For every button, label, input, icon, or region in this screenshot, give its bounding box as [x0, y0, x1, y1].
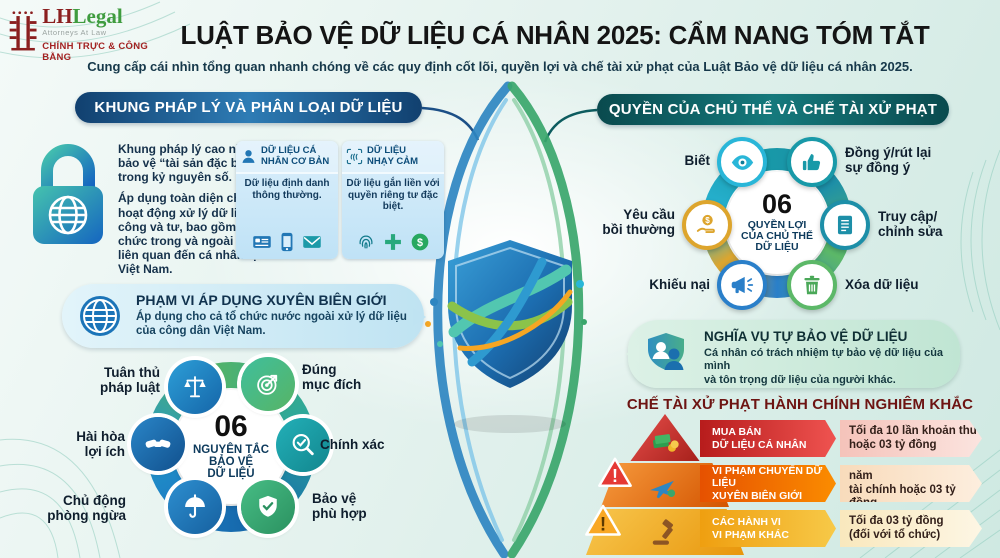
cross-border-scope-bubble: PHẠM VI ÁP DỤNG XUYÊN BIÊN GIỚI Áp dụng …: [62, 284, 426, 348]
megaphone-icon: [731, 276, 754, 294]
card-title: DỮ LIỆU CÁ NHÂN CƠ BẢN: [261, 145, 330, 167]
hand-coin-icon: $: [696, 214, 715, 233]
self-protection-duty-bubble: NGHĨA VỤ TỰ BẢO VỆ DỮ LIỆU Cá nhân có tr…: [626, 320, 960, 388]
rights-center: 06 QUYỀN LỢI CỦA CHỦ THỂ DỮ LIỆU: [726, 172, 828, 274]
principles-label: NGUYÊN TẮC BẢO VỆ DỮ LIỆU: [192, 443, 270, 481]
principle-label-protection: Bảo vệ phù hợp: [312, 491, 367, 521]
thumb-up-icon: [802, 154, 821, 171]
page-subtitle: Cung cấp cái nhìn tổng quan nhanh chóng …: [87, 59, 913, 74]
svg-text:$: $: [417, 237, 423, 249]
principle-label-harmony: Hài hòa lợi ích: [76, 429, 125, 459]
principle-node-purpose: [241, 357, 295, 411]
penalty-row-3-label: CÁC HÀNH VI VI PHẠM KHÁC: [700, 510, 836, 547]
section-header-legal-framework: KHUNG PHÁP LÝ VÀ PHÂN LOẠI DỮ LIỆU: [75, 92, 422, 123]
scope-desc: Áp dụng cho cả tổ chức nước ngoài xử lý …: [136, 311, 407, 337]
section-header-rights-penalties: QUYỀN CỦA CHỦ THỂ VÀ CHẾ TÀI XỬ PHẠT: [597, 94, 949, 125]
logo-tagline: Attorneys At Law: [42, 28, 107, 37]
penalty-row-3-value: Tối đa 03 tỷ đồng (đối với tổ chức): [840, 510, 982, 547]
principle-label-accuracy: Chính xác: [320, 437, 385, 452]
document-icon: [837, 215, 853, 235]
duty-title: NGHĨA VỤ TỰ BẢO VỆ DỮ LIỆU: [704, 329, 908, 344]
airplane-icon: [645, 472, 679, 507]
umbrella-icon: [185, 494, 205, 518]
penalty-row-2-value: Tối đa 5% doanh thu năm tài chính hoặc 0…: [840, 465, 982, 502]
dollar-icon: $: [411, 233, 429, 251]
envelope-icon: [303, 236, 321, 248]
right-node-compensation: $: [682, 200, 732, 250]
target-icon: [257, 374, 278, 395]
card-sensitive-data: DỮ LIỆU NHẠY CẢM Dữ liệu gắn liền với qu…: [342, 141, 444, 259]
right-node-delete: [787, 260, 837, 310]
fingerprint-icon: [359, 235, 373, 249]
principle-node-prevention: [168, 480, 222, 534]
right-node-consent: [787, 137, 837, 187]
scales-icon: [184, 376, 206, 398]
warning-icon-red: !: [596, 455, 634, 496]
warning-icon-yellow: !: [583, 502, 623, 545]
penalty-row-2-label: VI PHẠM CHUYỂN DỮ LIỆU XUYÊN BIÊN GIỚI: [700, 465, 836, 502]
accuracy-magnifier-icon: [292, 434, 314, 456]
shield-check-icon: [259, 495, 277, 517]
penalty-row-1-value: Tối đa 10 lần khoản thu hoặc 03 tỷ đồng: [840, 420, 982, 457]
trash-icon: [804, 275, 820, 295]
right-label-delete: Xóa dữ liệu: [845, 277, 919, 292]
scope-title: PHẠM VI ÁP DỤNG XUYÊN BIÊN GIỚI: [136, 292, 387, 308]
logo-wordmark: LHLegal: [42, 4, 123, 28]
card-basic-personal-data: DỮ LIỆU CÁ NHÂN CƠ BẢN Dữ liệu định danh…: [236, 141, 338, 259]
right-node-complain: [717, 260, 767, 310]
duty-desc: Cá nhân có trách nhiệm tự bảo vệ dữ liệu…: [704, 347, 944, 386]
id-card-icon: [253, 236, 271, 248]
framework-paragraph-1: Khung pháp lý cao nhất bảo vệ “tài sản đ…: [118, 142, 259, 185]
principles-number: 06: [214, 410, 248, 444]
rights-label: QUYỀN LỢI CỦA CHỦ THỂ DỮ LIỆU: [741, 218, 813, 254]
person-icon: [242, 150, 255, 163]
principle-node-accuracy: [276, 418, 330, 472]
right-node-access: [820, 200, 870, 250]
framework-intro: Khung pháp lý cao nhất bảo vệ “tài sản đ…: [118, 142, 272, 283]
phone-icon: [281, 232, 293, 252]
right-label-complain: Khiếu nại: [649, 277, 710, 292]
right-label-compensation: Yêu cầu bồi thường: [602, 207, 675, 237]
card-title: DỮ LIỆU NHẠY CẢM: [367, 145, 419, 167]
shield-people-icon: [644, 330, 692, 383]
principle-label-compliance: Tuân thủ pháp luật: [100, 365, 160, 395]
right-label-access: Truy cập/ chỉnh sửa: [878, 209, 943, 239]
eye-icon: [731, 154, 753, 170]
right-node-know: [717, 137, 767, 187]
principle-node-compliance: [168, 360, 222, 414]
medical-cross-icon: [385, 234, 401, 250]
rights-number: 06: [761, 189, 793, 220]
lhlegal-logo: LHLegal Attorneys At Law CHÍNH TRỰC & CÔ…: [8, 6, 158, 68]
handshake-icon: [145, 439, 171, 448]
svg-text:$: $: [705, 216, 710, 225]
card-desc: Dữ liệu gắn liền với quyền riêng tư đặc …: [346, 178, 440, 213]
globe-icon: [77, 293, 123, 344]
framework-paragraph-2: Áp dụng toàn diện cho hoạt động xử lý dữ…: [118, 191, 268, 277]
card-desc: Dữ liệu định danh thông thường.: [244, 178, 330, 201]
fingerprint-scan-icon: [346, 148, 363, 165]
money-stack-icon: [650, 428, 680, 461]
gavel-icon: [648, 518, 680, 553]
shield-logo: [425, 240, 587, 388]
right-label-consent: Đồng ý/rút lại sự đồng ý: [845, 145, 932, 175]
page-title: LUẬT BẢO VỆ DỮ LIỆU CÁ NHÂN 2025: CẨM NA…: [180, 20, 930, 50]
right-label-know: Biết: [684, 153, 710, 168]
principle-label-purpose: Đúng mục đích: [302, 362, 362, 392]
logo-motto: CHÍNH TRỰC & CÔNG BẰNG: [42, 41, 149, 63]
principle-node-harmony: [131, 417, 185, 471]
lock-globe-icon: [26, 140, 110, 255]
svg-text:!: !: [600, 515, 606, 536]
penalty-row-1-label: MUA BÁN DỮ LIỆU CÁ NHÂN: [700, 420, 836, 457]
principle-label-prevention: Chủ động phòng ngừa: [47, 493, 126, 523]
seal-icon: [9, 11, 37, 51]
principle-node-protection: [241, 480, 295, 534]
penalties-title: CHẾ TÀI XỬ PHẠT HÀNH CHÍNH NGHIÊM KHẮC: [626, 396, 974, 413]
svg-text:!: !: [612, 466, 618, 486]
